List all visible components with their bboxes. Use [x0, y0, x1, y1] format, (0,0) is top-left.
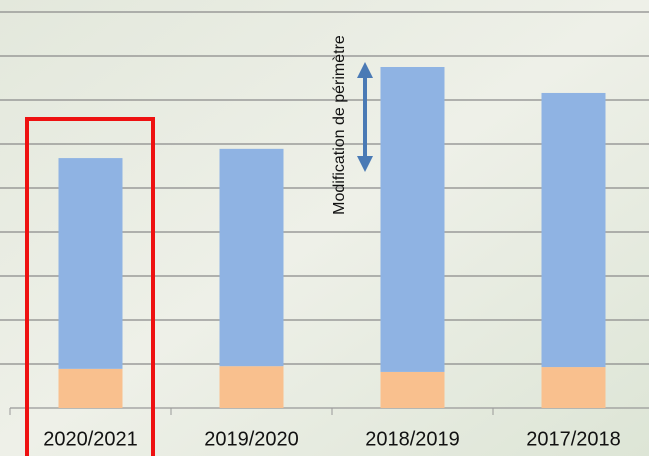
bar-segment	[541, 367, 606, 408]
bar-segment	[58, 158, 123, 369]
bar-segment	[219, 366, 284, 408]
x-tick-label: 2020/2021	[43, 428, 138, 450]
x-tick-label: 2018/2019	[365, 428, 460, 450]
x-tick-label: 2019/2020	[204, 428, 299, 450]
bar-segment	[380, 67, 445, 372]
bar-segment	[58, 368, 123, 408]
bar-segment	[541, 92, 606, 368]
plot: 2020/2021 2019/2020 2018/2019 2017/2018	[0, 11, 649, 450]
arrow-head-top	[357, 62, 373, 78]
highlight-box	[25, 117, 155, 456]
bar-segment	[380, 371, 445, 408]
arrow-head-bottom	[357, 156, 373, 172]
bar-segment	[219, 148, 284, 367]
annotation: Modification de périmètre	[331, 35, 348, 215]
x-tick-label: 2017/2018	[526, 428, 621, 450]
